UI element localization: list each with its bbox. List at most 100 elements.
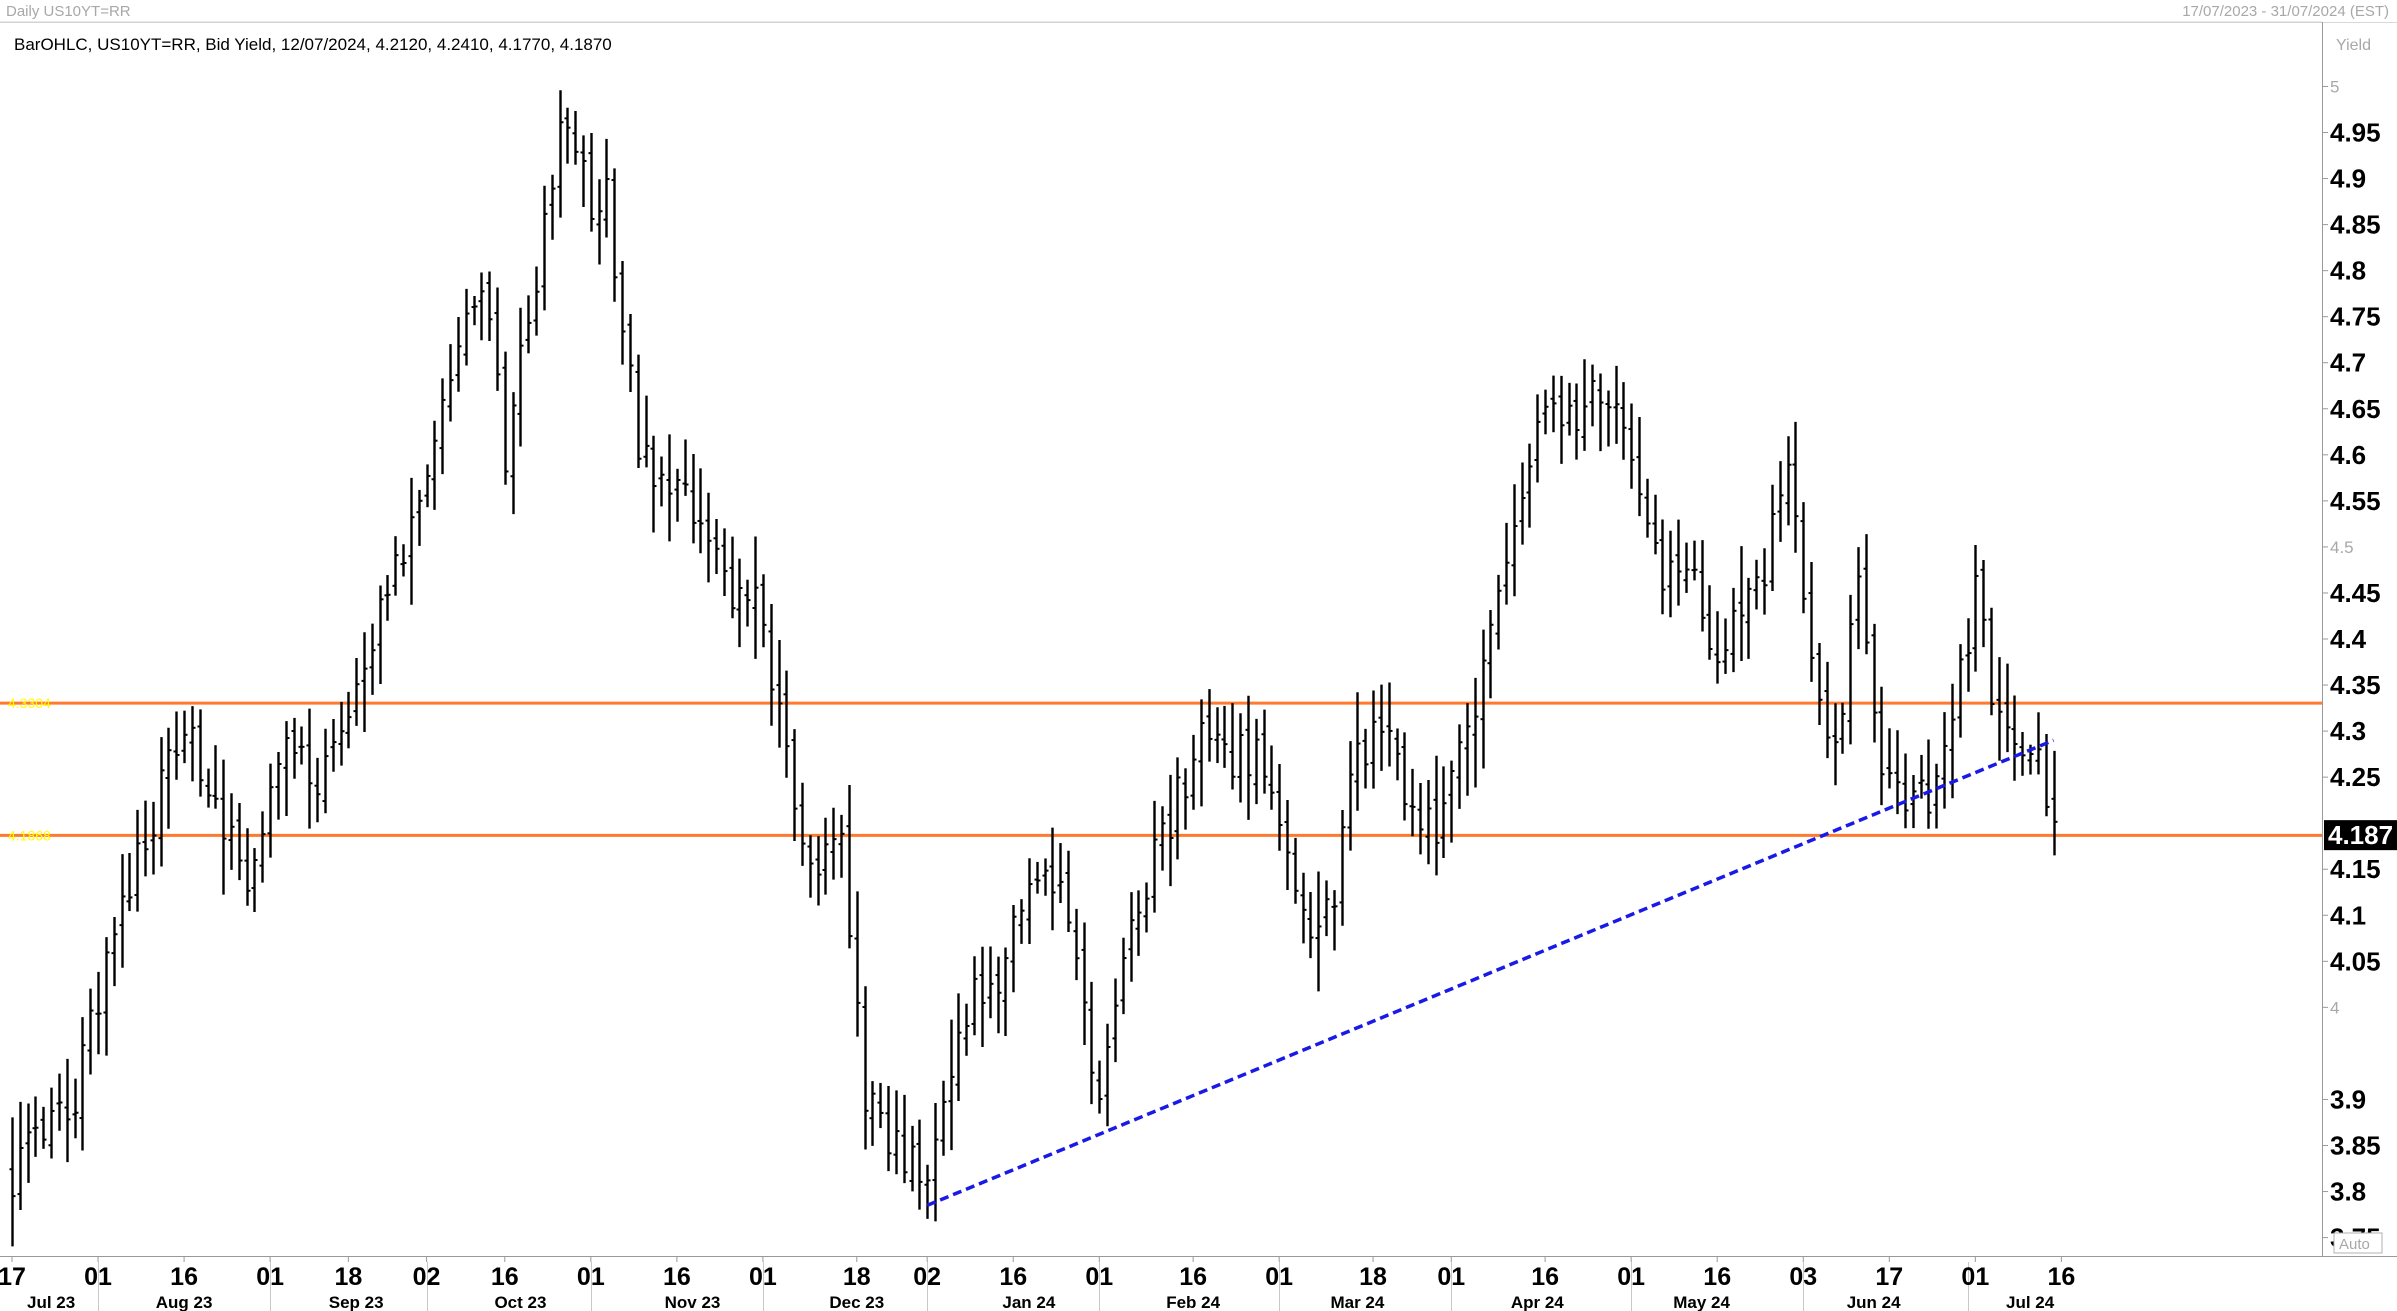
ohlc-bar	[1800, 502, 1807, 614]
ohlc-bar	[862, 986, 869, 1150]
ohlc-bar	[275, 752, 282, 820]
ohlc-bar	[189, 706, 196, 782]
ohlc-bar	[408, 477, 415, 605]
ohlc-bar	[705, 492, 712, 583]
ohlc-bar	[611, 168, 618, 302]
ohlc-bar	[1386, 682, 1393, 767]
ohlc-bar	[17, 1101, 24, 1210]
ohlc-bar	[1268, 745, 1275, 810]
ohlc-bar	[1292, 837, 1299, 904]
ohlc-bar	[79, 1017, 86, 1151]
ohlc-bar	[1918, 754, 1925, 799]
ohlc-bar	[603, 138, 610, 238]
ohlc-bar	[1683, 542, 1690, 593]
ohlc-bar	[345, 691, 352, 749]
ohlc-bar	[517, 307, 524, 447]
ohlc-bar	[736, 558, 743, 648]
x-day-label: 16	[999, 1263, 1027, 1291]
x-day-label: 18	[843, 1263, 871, 1291]
ohlc-bar	[1863, 534, 1870, 655]
ohlc-bar	[1448, 760, 1455, 843]
ohlc-bar	[1652, 494, 1659, 555]
ohlc-bar	[776, 639, 783, 748]
ohlc-bar	[1433, 755, 1440, 876]
auto-button-label[interactable]: Auto	[2339, 1236, 2370, 1253]
ohlc-bar	[1894, 730, 1901, 815]
y-tick-label: 4.7	[2330, 348, 2366, 378]
ohlc-bar	[838, 814, 845, 878]
x-day-label: 18	[1359, 1263, 1387, 1291]
x-month-label: Aug 23	[156, 1293, 213, 1311]
ohlc-bar	[807, 835, 814, 898]
ohlc-bar	[111, 917, 118, 987]
ohlc-bar	[1730, 587, 1737, 673]
ohlc-bar	[173, 711, 180, 780]
ohlc-bar	[259, 811, 266, 883]
ohlc-bar	[1566, 382, 1573, 436]
y-tick-label: 3.85	[2330, 1130, 2381, 1160]
ohlc-bar	[1706, 585, 1713, 660]
ohlc-bar	[1284, 800, 1291, 890]
x-day-label: 16	[170, 1263, 198, 1291]
ohlc-bar	[627, 314, 634, 393]
ohlc-bar	[658, 456, 665, 507]
ohlc-bar	[1753, 559, 1760, 610]
ohlc-bar	[1980, 559, 1987, 648]
ohlc-bar	[666, 434, 673, 542]
ohlc-bar	[1597, 373, 1604, 452]
ohlc-bar	[361, 632, 368, 732]
y-tick-label: 4.95	[2330, 118, 2381, 148]
ohlc-bar	[1910, 775, 1917, 829]
y-tick-label: 4.4	[2330, 624, 2367, 654]
ohlc-bar	[643, 395, 650, 468]
ohlc-bar	[1769, 484, 1776, 592]
ohlc-bar	[650, 435, 657, 533]
ohlc-bar	[267, 763, 274, 858]
y-tick-label: 4.75	[2330, 302, 2381, 332]
ohlc-bar	[478, 272, 485, 341]
x-day-label: 16	[1179, 1263, 1207, 1291]
ohlc-bar	[298, 726, 305, 765]
auto-button-frame[interactable]	[2333, 1232, 2383, 1254]
ohlc-bar	[1691, 540, 1698, 581]
ohlc-bar	[901, 1094, 908, 1184]
ohlc-bar	[596, 179, 603, 265]
ohlc-bar	[87, 988, 94, 1075]
ohlc-bar	[1988, 607, 1995, 716]
ohlc-bar	[1816, 643, 1823, 725]
ohlc-bar	[1018, 899, 1025, 944]
trendline-layer	[926, 738, 2055, 1207]
ohlc-bar	[1644, 478, 1651, 538]
ohlc-bar	[1832, 703, 1839, 786]
ohlc-bar	[48, 1087, 55, 1159]
y-tick-label: 4.1	[2330, 900, 2366, 930]
y-tick-label: 4.05	[2330, 946, 2381, 976]
ohlc-bar	[1065, 850, 1072, 932]
ohlc-bar	[690, 454, 697, 544]
month-separators	[98, 1262, 1969, 1311]
ohlc-bar	[1949, 683, 1956, 799]
x-month-label: May 24	[1673, 1293, 1730, 1311]
ohlc-bar	[1996, 657, 2003, 761]
ohlc-bar	[549, 174, 556, 240]
ohlc-bar	[212, 745, 219, 809]
ohlc-bar	[142, 800, 149, 877]
ohlc-bar	[1096, 1060, 1103, 1114]
ohlc-bar	[1143, 882, 1150, 933]
x-month-label: Mar 24	[1330, 1293, 1384, 1311]
x-month-label: Jul 24	[2006, 1293, 2055, 1311]
x-day-label: 17	[1875, 1263, 1903, 1291]
ohlc-bar	[1088, 981, 1095, 1105]
ohlc-bar	[1245, 695, 1252, 820]
ohlc-bar	[963, 1003, 970, 1056]
auto-scale-button[interactable]: Auto	[2333, 1232, 2383, 1254]
ohlc-bar	[1206, 689, 1213, 762]
ohlc-bar	[165, 727, 172, 829]
ohlc-bar	[510, 392, 517, 515]
ohlc-bar	[1714, 611, 1721, 684]
ohlc-bar	[330, 719, 337, 772]
ohlc-bar	[1112, 978, 1119, 1063]
date-range: 17/07/2023 - 31/07/2024 (EST)	[2182, 3, 2389, 20]
ohlc-bar	[2011, 695, 2018, 781]
ohlc-bar	[1440, 766, 1447, 859]
